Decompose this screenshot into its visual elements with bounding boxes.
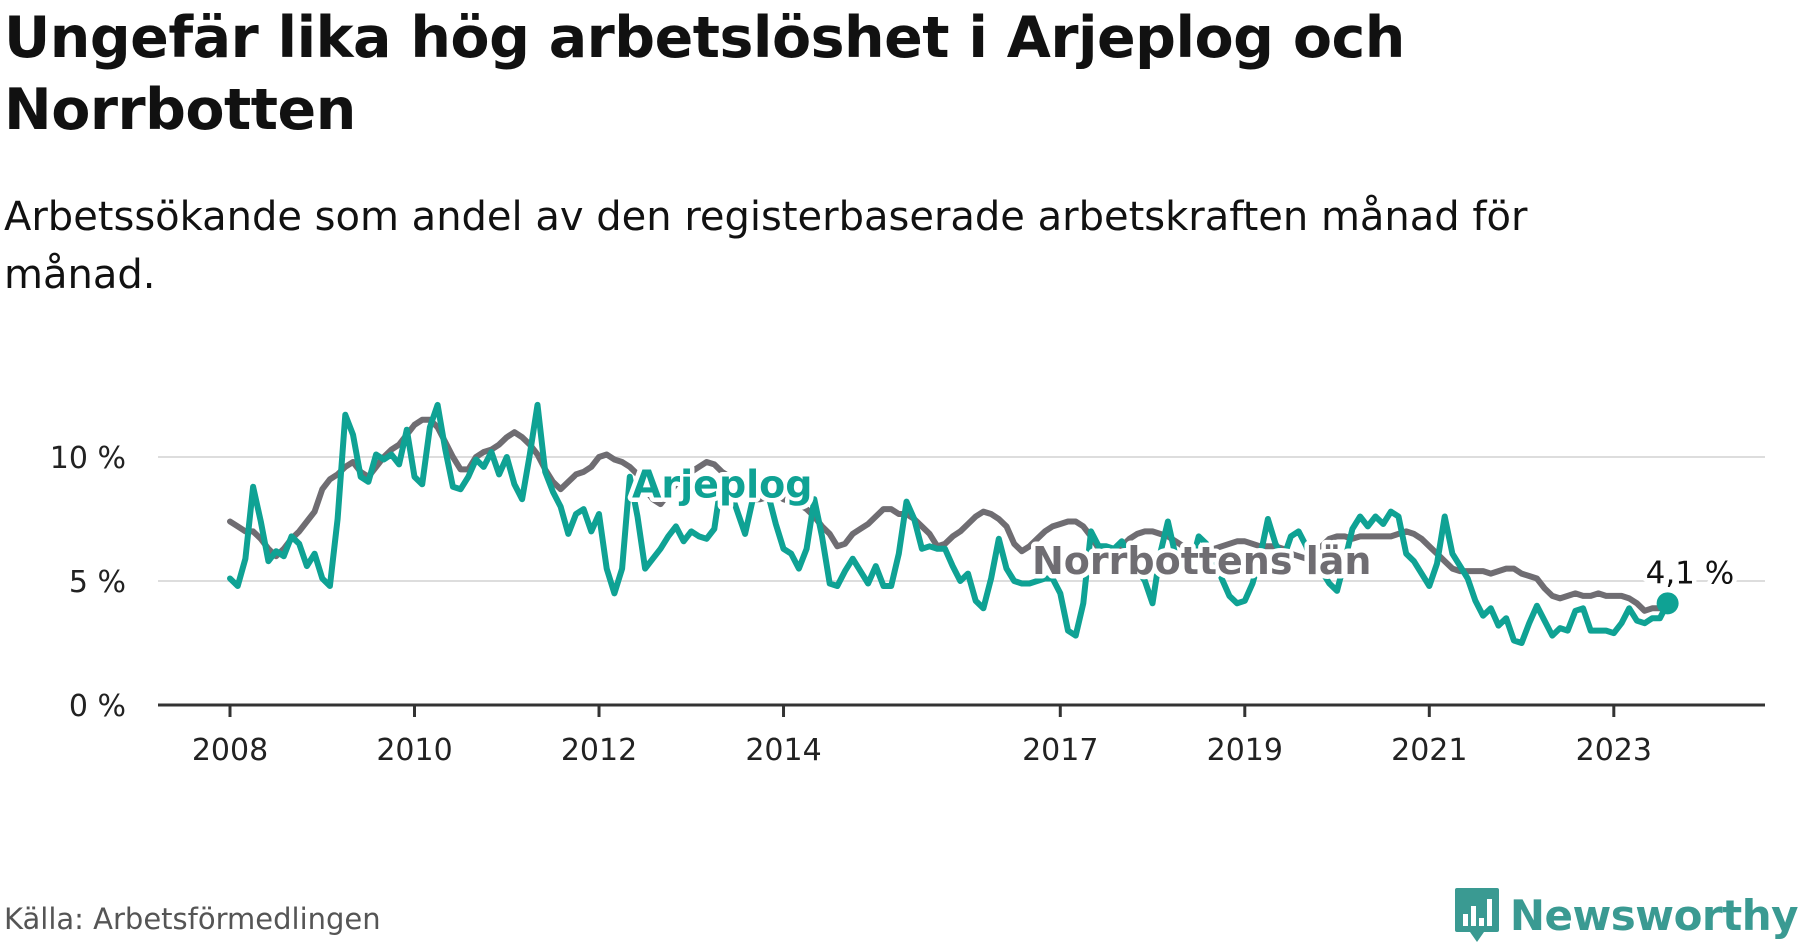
x-axis: 2008 2010 2012 2014 2017 2019 2021 2023 [158,703,1765,768]
y-tick-label: 10 % [50,441,126,476]
series-line [227,401,1671,646]
chart-subtitle: Arbetssökande som andel av den registerb… [4,194,1528,298]
end-value-label-halo: 4,1 % [1646,555,1735,591]
chart-title: Ungefär lika hög arbetslöshet i Arjeplog… [4,5,1405,143]
series-label-arjeplog: Arjeplog [632,462,812,506]
line-chart: 0 %5 %10 % 4,1 %4,1 % ArjeplogArjeplogNo… [50,401,1765,768]
end-value-label: 4,1 % [1646,555,1735,591]
y-axis-labels: 0 % 5 % 10 % [50,441,126,724]
brand-name: Newsworthy [1509,890,1799,940]
x-tick-label: 2014 [745,733,821,768]
brand-logo[interactable]: Newsworthy [1454,886,1799,944]
series-label-norrbotten: Norrbottens län [1032,539,1371,583]
x-tick-label: 2021 [1391,733,1467,768]
x-tick-label: 2023 [1576,733,1652,768]
x-tick-label: 2012 [561,733,637,768]
series-label-norrbotten-halo: Norrbottens län [1032,539,1371,583]
y-tick-label: 5 % [69,565,126,600]
source-note: Källa: Arbetsförmedlingen [4,902,381,936]
x-tick-label: 2010 [376,733,452,768]
series-arjeplog: 4,1 %4,1 % [227,401,1739,646]
x-tick-label: 2008 [192,733,268,768]
y-tick-label: 0 % [69,689,126,724]
bar-chart-speech-icon [1454,888,1499,942]
x-tick-label: 2017 [1022,733,1098,768]
x-tick-label: 2019 [1207,733,1283,768]
end-point-marker [1656,592,1679,615]
gridlines [158,456,1765,582]
series-label-arjeplog-halo: Arjeplog [632,462,812,506]
